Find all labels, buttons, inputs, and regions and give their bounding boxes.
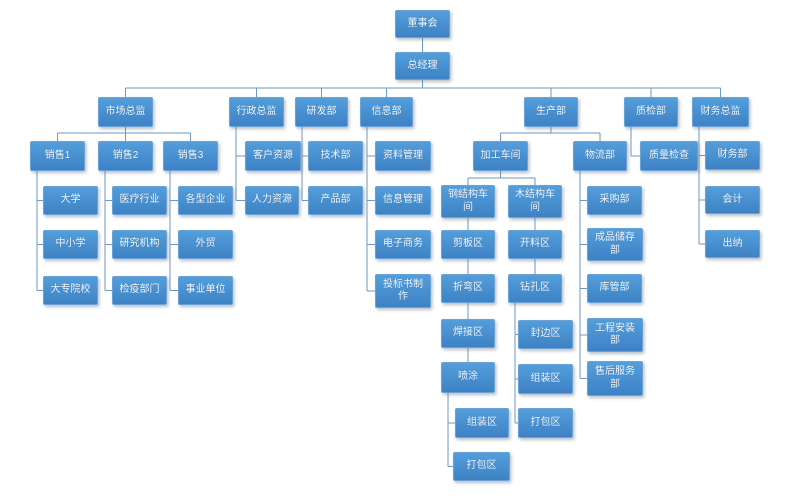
org-node-yiliao: 医疗行业 [112,186,167,215]
org-node-jiagong: 加工车间 [473,141,528,171]
connector-zuankong-hang [514,303,518,424]
org-node-caiwubu: 财务部 [705,141,760,170]
org-node-caigou: 采购部 [587,186,642,215]
org-node-dabao-g: 打包区 [453,452,510,481]
org-node-chuna: 出纳 [705,230,760,258]
connector-pentu-hang [447,393,455,467]
org-node-dongshihui: 董事会 [395,10,450,38]
connector-shengchan-bus [500,127,601,141]
org-node-kehu: 客户资源 [245,141,301,171]
org-node-zongjingli: 总经理 [395,52,450,80]
connector-xingzheng-hang [235,127,245,201]
org-node-dazhuan: 大专院校 [43,276,98,305]
org-node-renli: 人力资源 [245,186,299,215]
org-node-toubiao: 投标书制作 [375,274,431,308]
connector-caiwuzj-hang [698,127,705,245]
org-node-yanjiu: 研究机构 [112,230,167,259]
org-node-zuzhuang-m: 组装区 [518,364,573,394]
org-node-gangjg: 钢结构车间 [441,185,495,218]
org-node-jianyi: 检疫部门 [112,276,167,305]
org-node-shichang: 市场总监 [98,97,153,127]
org-node-zhewan: 折弯区 [441,274,495,303]
org-node-kuguan: 库管部 [587,274,642,303]
org-node-daxue: 大学 [43,186,98,215]
connector-xs1-hang [36,171,43,291]
org-node-xs1: 销售1 [30,141,85,171]
org-node-kailiao: 开料区 [508,230,562,259]
connector-xinxi-hang [366,127,375,292]
org-node-wuliu: 物流部 [573,141,627,171]
org-node-hanjie: 焊接区 [441,319,495,348]
connector-zongjingli-bus [125,80,721,97]
org-node-waimao: 外贸 [178,230,233,259]
org-node-jianban: 剪板区 [441,230,495,259]
connector-zhijian-hang [630,127,640,157]
connector-jiagong-bus [467,171,536,185]
org-node-shouhou: 售后服务部 [587,361,643,396]
org-node-zuankong: 钻孔区 [508,274,562,303]
org-node-fengbian: 封边区 [518,320,573,349]
org-node-xinxi: 信息部 [360,97,413,127]
org-node-xingzheng: 行政总监 [229,97,284,127]
org-node-pentu: 喷涂 [441,362,495,393]
org-node-yanfa: 研发部 [295,97,348,127]
connector-xs2-hang [104,171,112,291]
org-node-gongcheng: 工程安装部 [587,318,643,352]
org-node-zhiliang: 质量检查 [640,141,698,171]
org-node-chanpin: 产品部 [308,186,363,215]
org-node-zhongxx: 中小学 [43,230,98,259]
org-node-zuzhuang-g: 组装区 [455,408,509,438]
org-node-gexing: 各型企业 [178,186,233,215]
org-node-xinxig: 信息管理 [375,186,431,215]
org-node-xs3: 销售3 [163,141,218,171]
connector-xs3-hang [169,171,178,291]
connector-shichang-bus [57,127,191,141]
org-node-zhijian: 质检部 [624,97,678,127]
connector-yanfa-hang [301,127,308,201]
org-node-shiye: 事业单位 [178,276,233,305]
org-node-caiwuzj: 财务总监 [692,97,749,127]
org-node-dianzi: 电子商务 [375,230,431,259]
org-node-ziliao: 资料管理 [375,141,431,171]
connector-wuliu-hang [579,171,587,379]
org-node-jishu: 技术部 [308,141,363,171]
org-node-chengpin: 成品储存部 [587,228,643,261]
org-node-mujg: 木结构车间 [508,185,562,218]
org-node-shengchan: 生产部 [524,97,578,127]
org-node-kuaiji: 会计 [705,186,760,214]
org-node-xs2: 销售2 [98,141,153,171]
org-node-dabao-m: 打包区 [518,408,573,438]
